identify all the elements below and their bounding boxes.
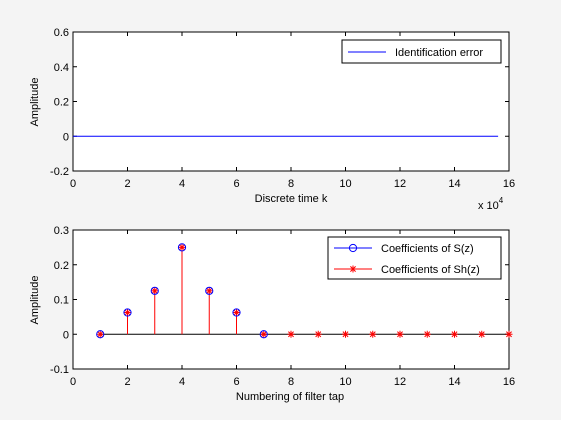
star-stroke [151, 287, 158, 294]
star-marker [178, 243, 186, 251]
star-marker [314, 330, 322, 338]
star-marker [260, 330, 268, 338]
top-x-exponent: x 104 [478, 196, 504, 212]
star-stroke [206, 287, 213, 294]
x-tick-label: 6 [233, 376, 239, 388]
x-tick-label: 0 [70, 178, 76, 190]
top-legend-box [341, 39, 502, 64]
circle-marker [123, 308, 132, 317]
bottom-y-tick-labels: -0.1 0 0.1 0.2 0.3 [50, 225, 69, 376]
y-tick-label: 0.4 [54, 62, 69, 74]
star-marker [423, 330, 431, 338]
star-stroke [260, 331, 267, 338]
y-tick-label: 0.2 [54, 260, 69, 272]
star-stroke [506, 331, 512, 338]
y-tick-label: 0.2 [54, 97, 69, 109]
star-stroke [397, 331, 403, 338]
top-x-tick-labels: 0 2 4 6 8 10 12 14 16 [70, 178, 515, 190]
star-marker-icon [349, 265, 357, 273]
star-marker [151, 287, 159, 295]
star-stroke [478, 331, 485, 338]
star-stroke [97, 331, 104, 338]
circle-marker [96, 330, 105, 339]
bottom-legend: Coefficients of S(z) Coefficients of Sh(… [327, 236, 502, 280]
bottom-legend-label-sh: Coefficients of Sh(z) [381, 264, 480, 276]
bottom-legend-label-s: Coefficients of S(z) [381, 243, 474, 255]
star-marker [205, 287, 213, 295]
star-marker [233, 309, 240, 317]
star-marker [451, 330, 458, 338]
star-stroke [179, 244, 185, 251]
top-legend: Identification error [341, 39, 502, 64]
y-tick-label: 0.6 [54, 27, 69, 39]
x-tick-label: 6 [233, 178, 239, 190]
x-tick-label: 12 [394, 376, 406, 388]
star-stroke [233, 309, 240, 316]
x-tick-label: 14 [448, 376, 460, 388]
circle-marker [259, 330, 268, 339]
star-stroke [288, 331, 294, 338]
star-stroke [424, 331, 431, 338]
star-stroke [315, 331, 322, 338]
star-stroke [350, 266, 356, 272]
star-marker [505, 330, 513, 338]
circle-marker [205, 286, 214, 295]
x-tick-label: 16 [503, 178, 515, 190]
x-tick-label: 16 [503, 376, 515, 388]
bottom-y-axis-label: Amplitude [29, 276, 41, 325]
circle-marker [177, 243, 187, 252]
bottom-ticks [72, 229, 510, 370]
bottom-legend-box [327, 236, 502, 280]
x-tick-label: 8 [288, 178, 294, 190]
y-tick-label: 0 [63, 329, 69, 341]
bottom-series [96, 243, 513, 339]
star-stroke [451, 331, 458, 338]
star-stroke [342, 331, 349, 338]
star-marker [478, 330, 486, 338]
bottom-x-tick-labels: 0 2 4 6 8 10 12 14 16 [70, 376, 515, 388]
y-tick-label: 0.1 [54, 295, 69, 307]
y-tick-label: 0.3 [54, 225, 69, 237]
x-tick-label: 4 [179, 376, 185, 388]
x-tick-label: 14 [448, 178, 460, 190]
top-legend-label: Identification error [395, 47, 483, 59]
star-marker [96, 330, 104, 338]
x-tick-label: 4 [179, 178, 185, 190]
x-tick-label: 2 [124, 178, 130, 190]
y-tick-label: 0 [63, 131, 69, 143]
legend-star-marker [349, 265, 357, 273]
star-stroke [124, 309, 131, 316]
bottom-axes: 0 2 4 6 8 10 12 14 16 -0.100.10.20.3 Numbering o… [29, 225, 515, 403]
top-axes: 0 2 4 6 8 10 12 14 16 -0.200.20.40.6 Discrete ti… [29, 27, 515, 212]
y-tick-label: -0.1 [50, 364, 69, 376]
top-y-tick-labels: -0.2 0 0.2 0.4 0.6 [50, 27, 69, 178]
circle-marker [232, 308, 241, 317]
star-marker [396, 330, 404, 338]
bottom-x-axis-label: Numbering of filter tap [236, 391, 344, 403]
x-tick-label: 2 [124, 376, 130, 388]
x-tick-label: 8 [288, 376, 294, 388]
x-tick-label: 0 [70, 376, 76, 388]
circle-marker-icon [348, 243, 358, 253]
x-tick-label: 10 [339, 178, 351, 190]
star-marker [369, 330, 377, 338]
top-x-axis-label: Discrete time k [255, 193, 328, 205]
star-marker [342, 330, 349, 338]
star-marker [124, 309, 131, 317]
circle-marker [150, 286, 159, 295]
star-marker [287, 330, 295, 338]
top-y-axis-label: Amplitude [29, 78, 41, 127]
y-tick-label: -0.2 [50, 166, 69, 178]
x-tick-label: 10 [339, 376, 351, 388]
x-tick-label: 12 [394, 178, 406, 190]
star-stroke [369, 331, 376, 338]
